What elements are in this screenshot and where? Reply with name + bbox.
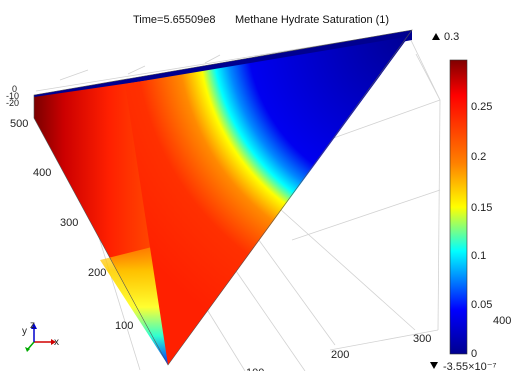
top-left-axis-ticks: 0 -10 -20 [6,84,19,108]
tick-left-100: 100 [115,320,133,332]
triangle-up-icon [432,33,440,40]
tick-bottom-300: 300 [413,333,431,345]
tick-left-200: 200 [88,267,106,279]
bottom-axis-ticks: 100 200 300 [246,333,431,371]
tick-bottom-200: 200 [331,349,349,361]
time-label: Time=5.65509e8 [133,14,215,26]
legend-tick-0: 0 [471,348,477,360]
right-axis-ticks: 400 [493,315,511,327]
legend-tick-0-1: 0.1 [471,250,486,262]
plot-title: Methane Hydrate Saturation (1) [235,14,389,26]
triad-z-label: z [30,320,35,331]
surface-front-face [125,36,412,365]
legend-max-label: 0.3 [444,31,459,43]
legend-tick-0-25: 0.25 [471,101,492,113]
tick-left-500: 500 [10,118,28,130]
tick-left-300: 300 [60,217,78,229]
color-legend: 0.3 0.25 0.2 0.15 0.1 0.05 0 -3.55×10⁻⁷ [430,31,497,371]
legend-tick-0-05: 0.05 [471,299,492,311]
left-axis-ticks: 500 400 300 200 100 [10,118,133,332]
tick-right-400: 400 [493,315,511,327]
tick-bottom-100: 100 [246,367,264,371]
legend-min-label: -3.55×10⁻⁷ [443,361,497,371]
tick-z-minus-10: -10 [6,91,19,101]
tick-z-0: 0 [12,84,17,94]
surface-outline [33,29,413,366]
triad-y-label: y [22,326,27,337]
triangle-down-icon [430,362,438,369]
colorbar-gradient [449,59,468,355]
saturation-surface[interactable] [33,29,413,366]
tick-left-400: 400 [33,167,51,179]
legend-tick-0-2: 0.2 [471,151,486,163]
tick-z-minus-20: -20 [6,98,19,108]
triad-x-label: x [54,337,59,348]
legend-tick-0-15: 0.15 [471,202,492,214]
axis-triad-icon[interactable]: x y z [22,320,59,352]
